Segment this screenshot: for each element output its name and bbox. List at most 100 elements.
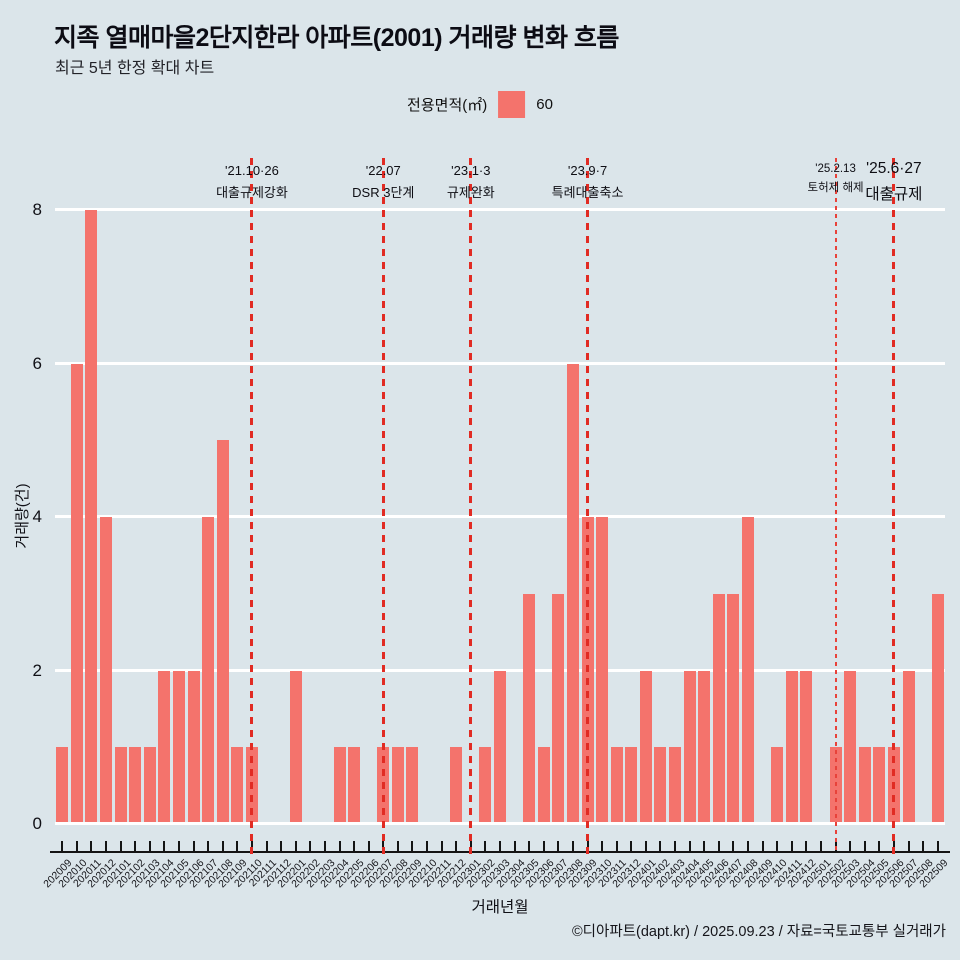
bar-202303[interactable] <box>494 670 506 823</box>
y-tick-label-2: 2 <box>32 660 42 680</box>
bar-202101[interactable] <box>114 747 127 823</box>
annotation-label: 특례대출축소 <box>551 185 624 200</box>
x-tick-202408 <box>747 841 750 852</box>
bar-202312[interactable] <box>625 747 638 823</box>
bar-202405[interactable] <box>698 670 711 823</box>
bar-202011[interactable] <box>85 210 98 823</box>
y-tick-label-6: 6 <box>32 353 42 373</box>
bar-202204[interactable] <box>333 747 346 823</box>
bar-202302[interactable] <box>479 747 492 823</box>
event-annotation-202110: '21.10·26 대출규제강화 <box>216 163 288 201</box>
x-tick-202111 <box>265 841 268 852</box>
x-tick-202310 <box>601 841 604 852</box>
bar-202109[interactable] <box>231 747 244 823</box>
bar-202504[interactable] <box>858 747 871 823</box>
bar-202310[interactable] <box>596 517 609 823</box>
bar-202509[interactable] <box>931 593 944 823</box>
bar-202412[interactable] <box>800 670 813 823</box>
legend-swatch[interactable] <box>498 91 526 118</box>
y-tick-label-0: 0 <box>32 814 42 833</box>
bar-202009[interactable] <box>56 747 69 823</box>
event-annotation-202301: '23.1·3 규제완화 <box>447 163 495 201</box>
x-tick-202212 <box>455 841 458 852</box>
bar-202201[interactable] <box>289 670 302 823</box>
footer-credit: ©디아파트(dapt.kr) / 2025.09.23 / 자료=국토교통부 실… <box>571 924 946 940</box>
bar-202507[interactable] <box>902 670 915 823</box>
x-tick-202204 <box>338 841 341 852</box>
x-tick-202406 <box>717 841 720 852</box>
bar-202406[interactable] <box>712 593 725 823</box>
event-annotation-202506: '25.6·27 대출규제 <box>865 160 922 204</box>
bar-202311[interactable] <box>610 747 623 823</box>
x-tick-202012 <box>105 841 108 852</box>
x-tick-202311 <box>615 841 618 852</box>
x-tick-202209 <box>411 841 414 852</box>
bar-202410[interactable] <box>771 747 784 823</box>
x-tick-202011 <box>90 841 93 852</box>
x-tick-202303 <box>499 841 501 852</box>
x-tick-202501 <box>819 841 822 852</box>
chart-subtitle: 최근 5년 한정 확대 차트 <box>55 60 215 77</box>
y-tick-label-4: 4 <box>32 507 42 526</box>
x-tick-202202 <box>309 841 312 852</box>
bar-202205[interactable] <box>348 747 361 823</box>
bar-202307[interactable] <box>552 593 565 823</box>
gridline-6 <box>55 361 945 365</box>
x-tick-202203 <box>323 841 326 852</box>
bar-202402[interactable] <box>654 747 667 823</box>
bar-202104[interactable] <box>158 670 171 823</box>
x-tick-202508 <box>922 841 925 852</box>
bar-202105[interactable] <box>173 670 186 823</box>
x-tick-202201 <box>294 841 297 852</box>
event-line-202506 <box>892 158 896 854</box>
bar-202403[interactable] <box>669 747 682 823</box>
x-tick-202106 <box>192 841 195 852</box>
x-tick-202405 <box>703 841 706 852</box>
x-tick-202509 <box>936 841 939 852</box>
bar-202305[interactable] <box>523 593 536 823</box>
x-tick-202108 <box>221 841 224 852</box>
bar-202503[interactable] <box>844 670 857 823</box>
event-line-202502 <box>834 158 837 854</box>
gridline-4 <box>55 515 945 518</box>
x-tick-202109 <box>236 841 239 852</box>
bar-202212[interactable] <box>450 747 463 823</box>
legend-series-label[interactable]: 60 <box>536 96 553 113</box>
legend: 전용면적(㎡) 60 <box>407 91 553 118</box>
annotation-date: '25.6·27 <box>866 160 922 177</box>
x-tick-202306 <box>542 841 545 852</box>
bar-202108[interactable] <box>216 440 229 823</box>
x-tick-202103 <box>148 841 151 852</box>
x-tick-202505 <box>878 841 881 852</box>
bar-202411[interactable] <box>785 670 798 823</box>
annotation-label: 토허제 해제 <box>807 182 864 194</box>
bar-202010[interactable] <box>70 363 83 823</box>
bar-202505[interactable] <box>873 747 886 823</box>
bar-202208[interactable] <box>391 747 404 823</box>
x-tick-202304 <box>513 841 516 852</box>
x-axis-line <box>50 851 950 853</box>
bar-202012[interactable] <box>100 517 113 823</box>
event-line-202207 <box>381 158 385 854</box>
bar-202404[interactable] <box>683 670 696 823</box>
bar-202408[interactable] <box>742 517 755 823</box>
x-tick-202104 <box>163 841 166 852</box>
x-tick-202009 <box>61 841 64 852</box>
bar-202209[interactable] <box>406 747 419 823</box>
bar-202308[interactable] <box>566 363 579 823</box>
bar-202107[interactable] <box>202 517 215 823</box>
bar-202306[interactable] <box>537 747 550 823</box>
bar-202401[interactable] <box>639 670 652 823</box>
x-tick-202410 <box>776 841 779 852</box>
bar-202102[interactable] <box>129 747 142 823</box>
x-tick-202504 <box>863 841 866 852</box>
x-tick-202211 <box>440 841 443 852</box>
bar-202103[interactable] <box>143 747 156 823</box>
x-tick-202208 <box>396 841 399 852</box>
annotation-label: 대출규제강화 <box>216 185 288 200</box>
gridline-2 <box>55 668 945 672</box>
bar-202407[interactable] <box>727 593 740 823</box>
x-tick-202404 <box>688 841 691 852</box>
bar-202106[interactable] <box>187 670 200 823</box>
annotation-date: '23.9·7 <box>567 163 608 178</box>
